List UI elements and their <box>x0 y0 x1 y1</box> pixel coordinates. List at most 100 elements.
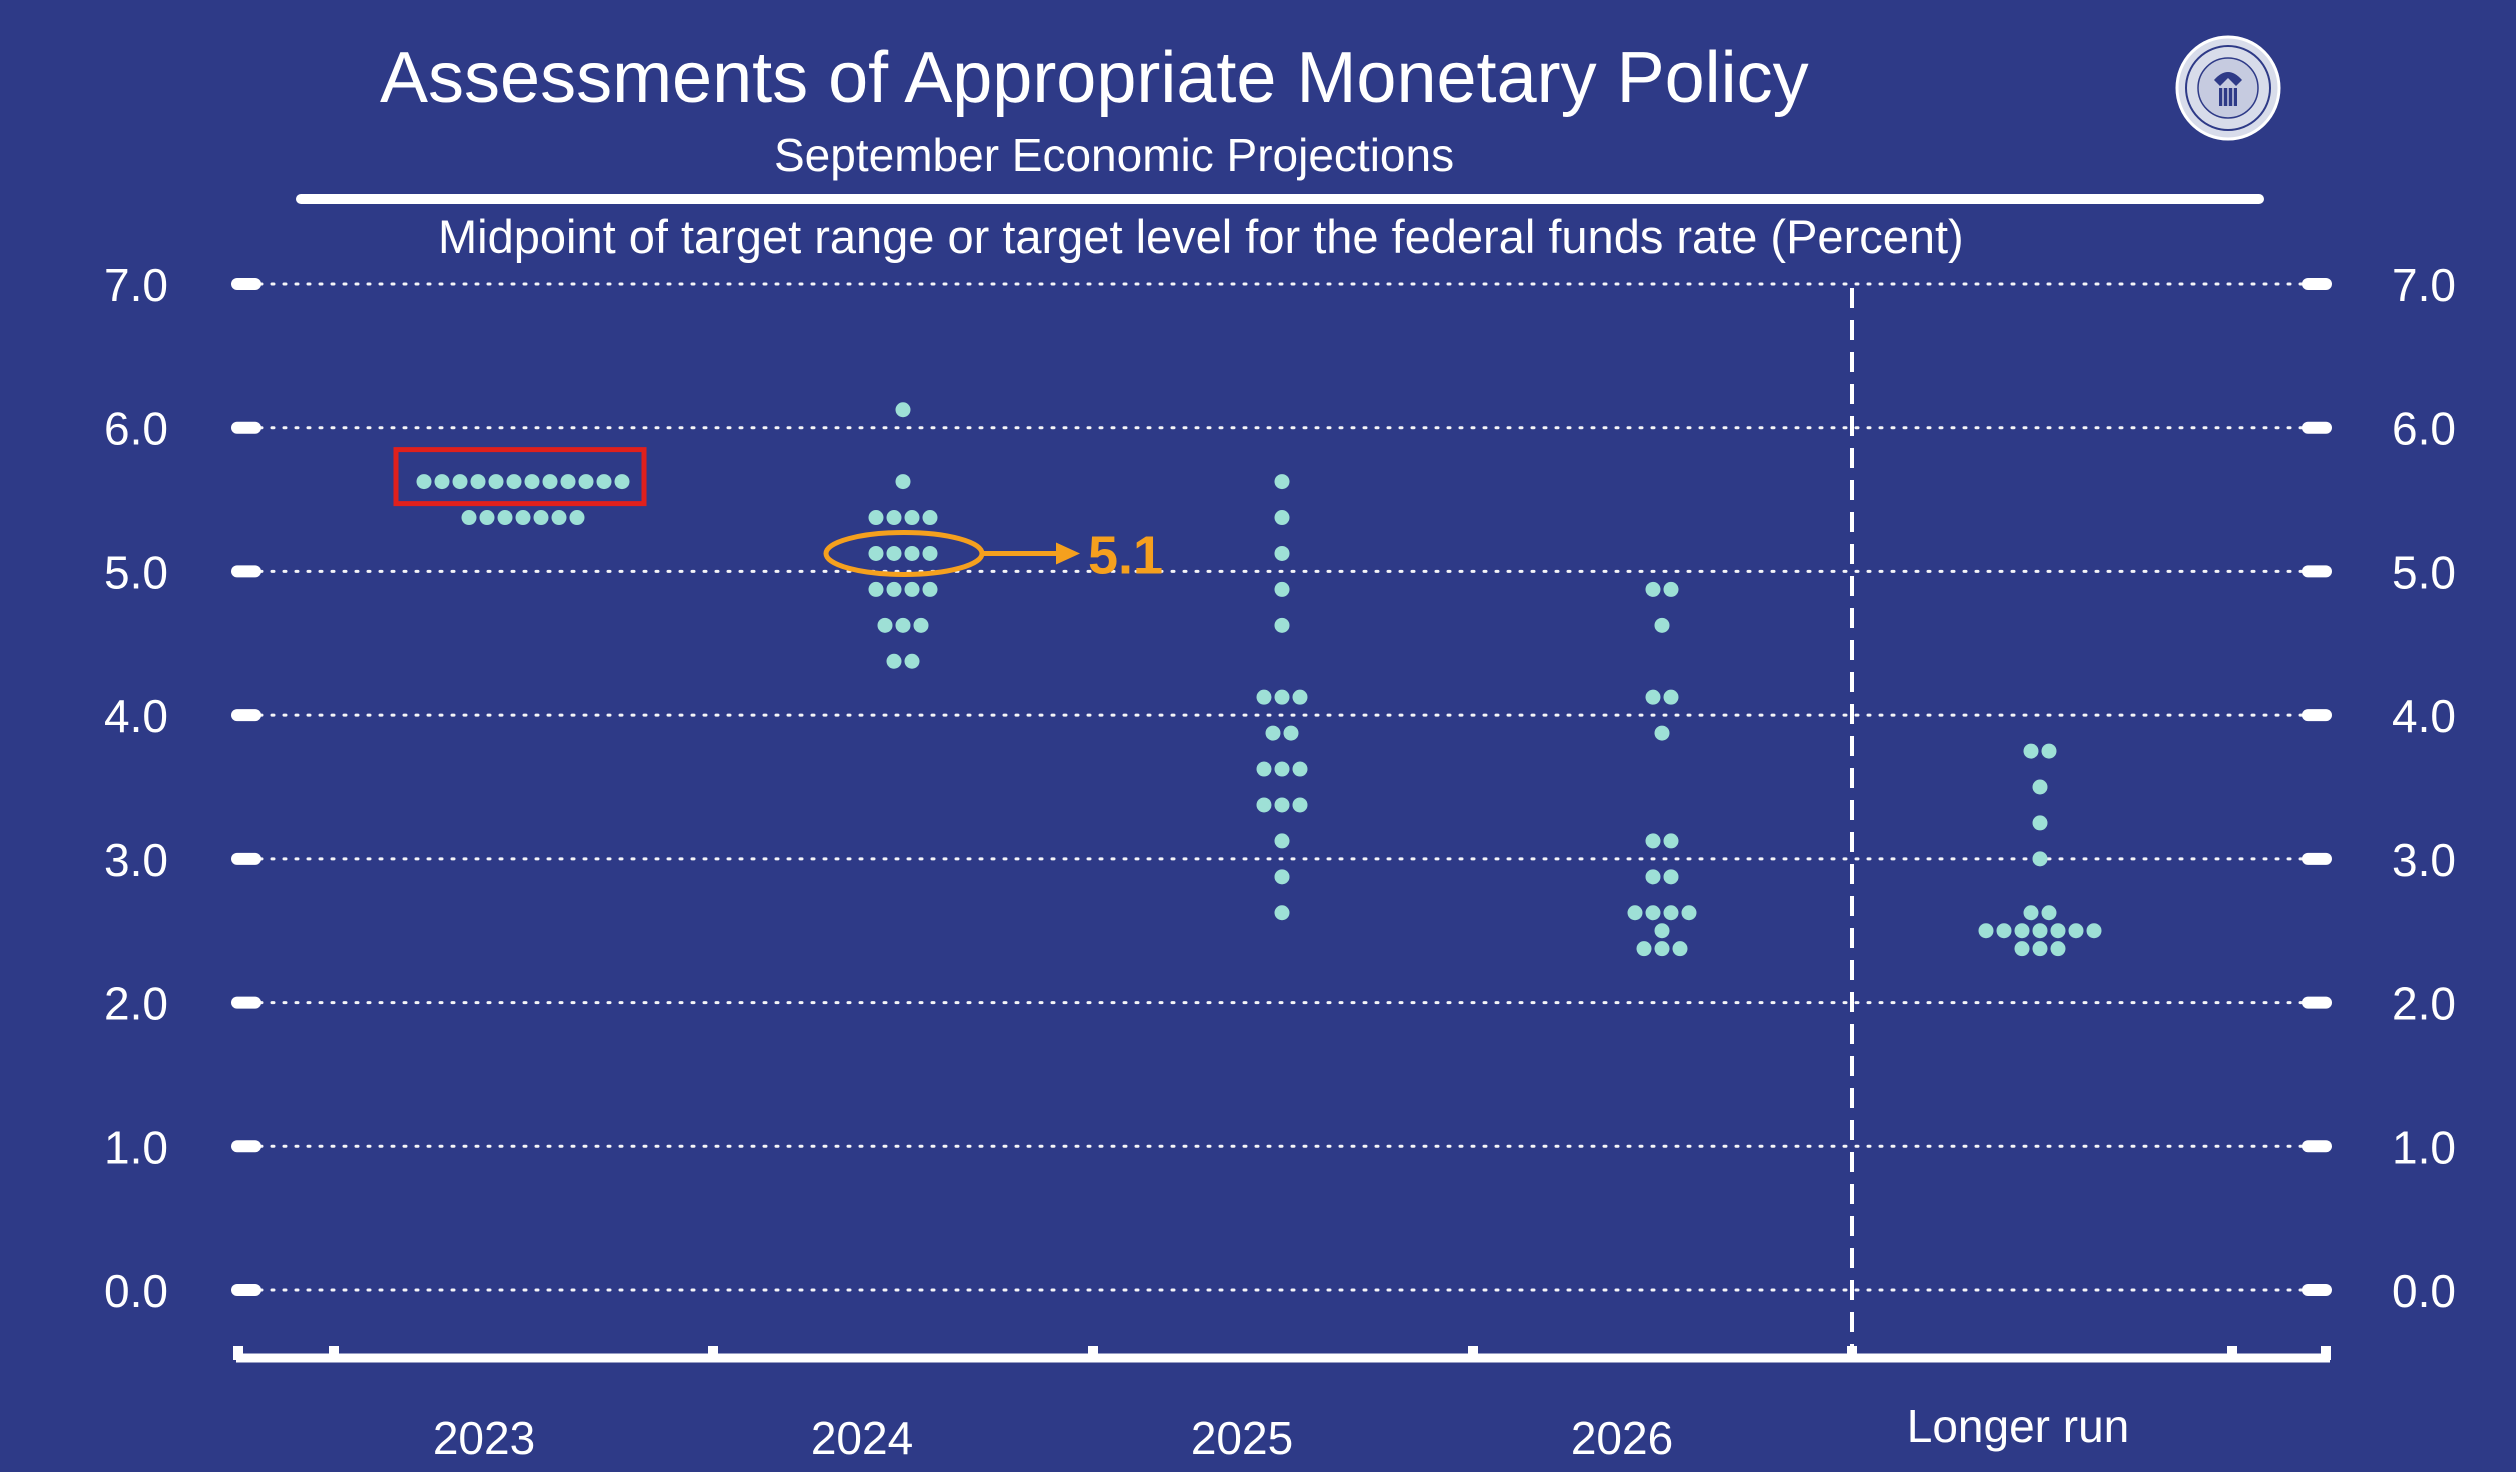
projection-dot <box>904 581 920 597</box>
x-category-label: 2025 <box>1191 1412 1293 1464</box>
projection-dot <box>895 402 911 418</box>
projection-dot <box>913 617 929 633</box>
y-tick-mark-left <box>231 565 261 578</box>
projection-dot <box>2023 905 2039 921</box>
projection-dot <box>895 617 911 633</box>
y-tick-label-left: 7.0 <box>104 259 168 311</box>
projection-dot <box>877 617 893 633</box>
projection-dot <box>542 474 558 490</box>
y-tick-mark-right <box>2302 278 2332 290</box>
projection-dot <box>886 510 902 526</box>
projection-dot <box>868 510 884 526</box>
y-tick-label-left: 5.0 <box>104 546 168 598</box>
projection-dot <box>1654 617 1670 633</box>
projection-dot <box>1274 905 1290 921</box>
chart-title: Assessments of Appropriate Monetary Poli… <box>380 38 1809 118</box>
projection-dot <box>1663 581 1679 597</box>
projection-dot <box>560 474 576 490</box>
y-tick-label-left: 6.0 <box>104 403 168 455</box>
projection-dot <box>904 510 920 526</box>
projection-dot <box>452 474 468 490</box>
projection-dot <box>1256 797 1272 813</box>
y-tick-mark-left <box>231 852 261 865</box>
y-axis-label: Midpoint of target range or target level… <box>438 210 1964 263</box>
y-tick-label-right: 1.0 <box>2392 1121 2456 1173</box>
projection-dot <box>1274 797 1290 813</box>
projection-dot <box>922 581 938 597</box>
y-tick-label-right: 2.0 <box>2392 978 2456 1030</box>
projection-dot <box>2023 743 2039 759</box>
projection-dot <box>1274 761 1290 777</box>
projection-dot <box>479 510 495 526</box>
y-tick-label-right: 6.0 <box>2392 403 2456 455</box>
x-axis-tick <box>708 1346 718 1360</box>
projection-dot <box>886 653 902 669</box>
projection-dot <box>1645 833 1661 849</box>
y-tick-mark-right <box>2302 421 2332 434</box>
projection-dot <box>1256 689 1272 705</box>
projection-dot <box>596 474 612 490</box>
projection-dot <box>1663 905 1679 921</box>
y-tick-label-left: 1.0 <box>104 1121 168 1173</box>
y-tick-label-right: 0.0 <box>2392 1265 2456 1317</box>
projection-dot <box>904 545 920 561</box>
projection-dot <box>2032 923 2048 939</box>
y-tick-label-left: 4.0 <box>104 690 168 742</box>
y-tick-mark-left <box>231 421 261 434</box>
y-tick-mark-right <box>2302 1284 2332 1296</box>
x-category-label: 2026 <box>1571 1412 1673 1464</box>
y-tick-label-left: 3.0 <box>104 834 168 886</box>
projection-dot <box>1627 905 1643 921</box>
x-axis-tick <box>233 1346 243 1360</box>
projection-dot <box>1681 905 1697 921</box>
projection-dot <box>2068 923 2084 939</box>
projection-dot <box>886 581 902 597</box>
projection-dot <box>2050 923 2066 939</box>
projection-dot <box>1654 941 1670 957</box>
projection-dot <box>868 545 884 561</box>
y-tick-mark-right <box>2302 709 2332 722</box>
projection-dot <box>1996 923 2012 939</box>
y-tick-mark-left <box>231 1284 261 1296</box>
projection-dot <box>1274 833 1290 849</box>
projection-dot <box>488 474 504 490</box>
projection-dot <box>895 474 911 490</box>
projection-dot <box>2014 923 2030 939</box>
projection-dot <box>1663 869 1679 885</box>
y-tick-mark-left <box>231 1140 261 1153</box>
y-tick-label-right: 5.0 <box>2392 546 2456 598</box>
projection-dot <box>1274 474 1290 490</box>
projection-dot <box>470 474 486 490</box>
y-tick-mark-left <box>231 996 261 1009</box>
projection-dot <box>506 474 522 490</box>
projection-dot <box>868 581 884 597</box>
projection-dot <box>461 510 477 526</box>
chart-subtitle: September Economic Projections <box>774 129 1455 181</box>
y-tick-mark-right <box>2302 852 2332 865</box>
projection-dot <box>569 510 585 526</box>
y-tick-mark-right <box>2302 565 2332 578</box>
projection-dot <box>533 510 549 526</box>
projection-dot <box>578 474 594 490</box>
projection-dot <box>1274 581 1290 597</box>
projection-dot <box>1274 869 1290 885</box>
projection-dot <box>2086 923 2102 939</box>
projection-dot <box>1283 725 1299 741</box>
highlight-ellipse-annotation <box>823 529 985 577</box>
projection-dot <box>614 474 630 490</box>
projection-dot <box>416 474 432 490</box>
projection-dot <box>1663 689 1679 705</box>
projection-dot <box>1672 941 1688 957</box>
projection-dot <box>2032 815 2048 831</box>
projection-dot <box>497 510 513 526</box>
projection-dot <box>1256 761 1272 777</box>
projection-dot <box>1645 905 1661 921</box>
projection-dot <box>2041 905 2057 921</box>
projection-dot <box>1274 545 1290 561</box>
x-axis-tick <box>1088 1346 1098 1360</box>
title-divider-line <box>296 194 2264 204</box>
projection-dot <box>1636 941 1652 957</box>
projection-dot <box>2032 779 2048 795</box>
x-axis-tick <box>2321 1346 2331 1360</box>
